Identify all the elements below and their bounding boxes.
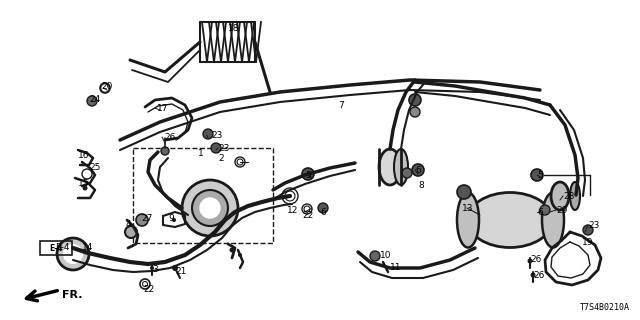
Circle shape [57,238,89,270]
Text: 17: 17 [157,103,168,113]
Text: 21: 21 [175,268,186,276]
Ellipse shape [570,182,580,210]
Circle shape [161,147,169,155]
Text: 23: 23 [588,220,600,229]
Text: 1: 1 [198,148,204,157]
Text: 22: 22 [302,211,313,220]
Circle shape [238,253,242,257]
Text: 26: 26 [533,271,545,281]
Ellipse shape [551,182,569,210]
Text: 6: 6 [537,207,543,217]
Circle shape [172,218,176,222]
Circle shape [409,94,421,106]
Text: FR.: FR. [62,290,83,300]
Circle shape [410,107,420,117]
Circle shape [192,190,228,226]
Text: 29: 29 [556,205,568,214]
Circle shape [64,245,82,263]
Text: 15: 15 [78,179,90,188]
Text: E-4: E-4 [49,244,63,252]
Circle shape [100,83,110,93]
Text: 10: 10 [380,251,392,260]
Circle shape [87,96,97,106]
Circle shape [531,169,543,181]
Text: 3: 3 [152,266,157,275]
Text: 26: 26 [530,255,541,265]
Text: 7: 7 [338,100,344,109]
Text: 2: 2 [218,154,223,163]
Text: 11: 11 [390,263,401,273]
Circle shape [211,143,221,153]
Text: 20: 20 [101,82,113,91]
Bar [40,241,72,255]
Circle shape [412,164,424,176]
Text: 26: 26 [164,132,175,141]
Ellipse shape [542,193,564,247]
Circle shape [182,180,238,236]
Text: 16: 16 [78,150,90,159]
Text: 6: 6 [320,207,326,217]
Circle shape [172,265,178,271]
Circle shape [302,168,314,180]
Circle shape [203,129,213,139]
Text: 27: 27 [141,213,152,222]
Text: E-4: E-4 [55,243,70,252]
Text: 22: 22 [143,285,154,294]
Circle shape [402,168,412,178]
Circle shape [583,225,593,235]
Circle shape [136,214,148,226]
Text: 19: 19 [582,237,593,246]
Circle shape [150,266,154,270]
Ellipse shape [379,149,401,185]
Circle shape [83,186,88,190]
Text: 28: 28 [563,191,574,201]
Text: 6: 6 [415,165,420,174]
Ellipse shape [467,193,552,247]
Circle shape [318,203,328,213]
Text: T7S4B0210A: T7S4B0210A [580,303,630,312]
Circle shape [125,226,137,238]
Text: 5: 5 [537,171,543,180]
Text: 23: 23 [211,131,222,140]
Text: 8: 8 [418,180,424,189]
Circle shape [540,205,550,215]
Circle shape [200,198,220,218]
Text: 12: 12 [287,205,298,214]
Circle shape [370,251,380,261]
Circle shape [531,273,536,277]
Circle shape [230,247,234,252]
Ellipse shape [457,193,479,247]
Circle shape [527,259,532,263]
Ellipse shape [394,149,408,185]
Text: 13: 13 [462,204,474,212]
Bar [133,148,273,243]
Text: 18: 18 [228,23,239,33]
Text: 24: 24 [89,94,100,103]
Circle shape [457,185,471,199]
Circle shape [102,85,108,91]
Text: 23: 23 [218,143,229,153]
Text: 25: 25 [89,163,100,172]
Text: 5: 5 [305,171,311,180]
Text: 14: 14 [82,243,93,252]
Text: 9: 9 [168,213,173,222]
Text: 4: 4 [126,220,132,228]
